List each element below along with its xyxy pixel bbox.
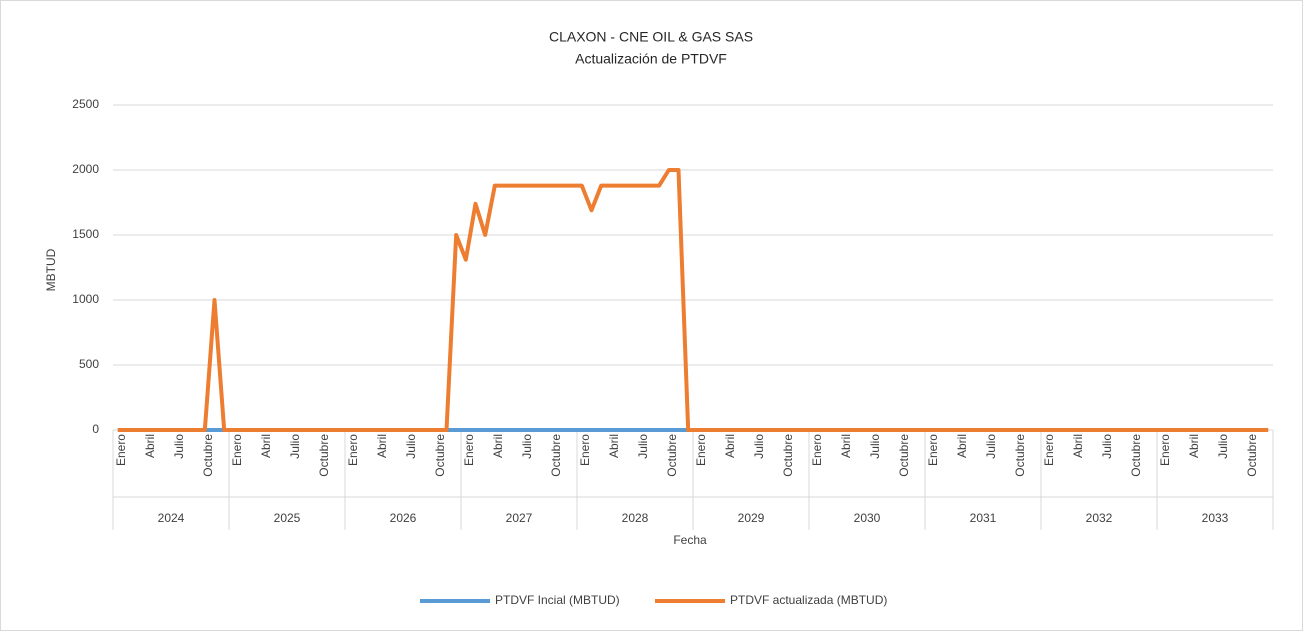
year-label: 2032 (1086, 511, 1113, 525)
y-tick-label: 500 (79, 357, 99, 371)
x-tick-label: Julio (520, 434, 534, 459)
x-tick-label: Julio (1216, 434, 1230, 459)
x-tick-label: Octubre (897, 434, 911, 477)
y-tick-label: 2000 (72, 162, 99, 176)
x-tick-label: Enero (926, 434, 940, 466)
x-tick-label: Julio (984, 434, 998, 459)
y-tick-label: 1000 (72, 292, 99, 306)
year-label: 2026 (390, 511, 417, 525)
x-tick-label: Octubre (665, 434, 679, 477)
y-tick-label: 2500 (72, 97, 99, 111)
x-tick-label: Octubre (1245, 434, 1259, 477)
x-tick-label: Abril (607, 434, 621, 458)
x-tick-label: Enero (1042, 434, 1056, 466)
x-tick-label: Octubre (433, 434, 447, 477)
chart-title: CLAXON - CNE OIL & GAS SAS (549, 29, 753, 45)
year-label: 2031 (970, 511, 997, 525)
y-tick-label: 1500 (72, 227, 99, 241)
x-tick-label: Julio (868, 434, 882, 459)
x-tick-label: Abril (723, 434, 737, 458)
x-tick-label: Julio (636, 434, 650, 459)
x-tick-label: Julio (752, 434, 766, 459)
x-axis-label: Fecha (673, 533, 707, 547)
y-tick-label: 0 (92, 422, 99, 436)
x-tick-label: Abril (1071, 434, 1085, 458)
x-tick-label: Julio (288, 434, 302, 459)
x-tick-label: Abril (1187, 434, 1201, 458)
chart-subtitle: Actualización de PTDVF (575, 51, 727, 67)
year-label: 2027 (506, 511, 533, 525)
x-tick-label: Octubre (1129, 434, 1143, 477)
x-tick-label: Abril (259, 434, 273, 458)
x-tick-label: Octubre (781, 434, 795, 477)
x-tick-label: Enero (230, 434, 244, 466)
legend-label: PTDVF actualizada (MBTUD) (730, 593, 887, 607)
x-tick-label: Julio (1100, 434, 1114, 459)
x-tick-label: Abril (839, 434, 853, 458)
x-tick-label: Octubre (317, 434, 331, 477)
year-label: 2024 (158, 511, 185, 525)
x-tick-label: Abril (491, 434, 505, 458)
x-tick-label: Enero (114, 434, 128, 466)
x-tick-label: Abril (143, 434, 157, 458)
year-label: 2028 (622, 511, 649, 525)
x-tick-label: Octubre (1013, 434, 1027, 477)
x-tick-label: Enero (694, 434, 708, 466)
x-tick-label: Abril (375, 434, 389, 458)
x-tick-label: Enero (346, 434, 360, 466)
y-axis-label: MBTUD (44, 248, 58, 291)
x-tick-label: Julio (172, 434, 186, 459)
x-tick-label: Abril (955, 434, 969, 458)
x-tick-label: Enero (462, 434, 476, 466)
year-label: 2030 (854, 511, 881, 525)
year-label: 2025 (274, 511, 301, 525)
series-line (117, 168, 1269, 432)
x-tick-label: Octubre (549, 434, 563, 477)
year-label: 2033 (1202, 511, 1229, 525)
x-tick-label: Octubre (201, 434, 215, 477)
x-tick-label: Julio (404, 434, 418, 459)
x-tick-label: Enero (810, 434, 824, 466)
year-label: 2029 (738, 511, 765, 525)
legend-label: PTDVF Incial (MBTUD) (495, 593, 620, 607)
x-tick-label: Enero (578, 434, 592, 466)
x-tick-label: Enero (1158, 434, 1172, 466)
